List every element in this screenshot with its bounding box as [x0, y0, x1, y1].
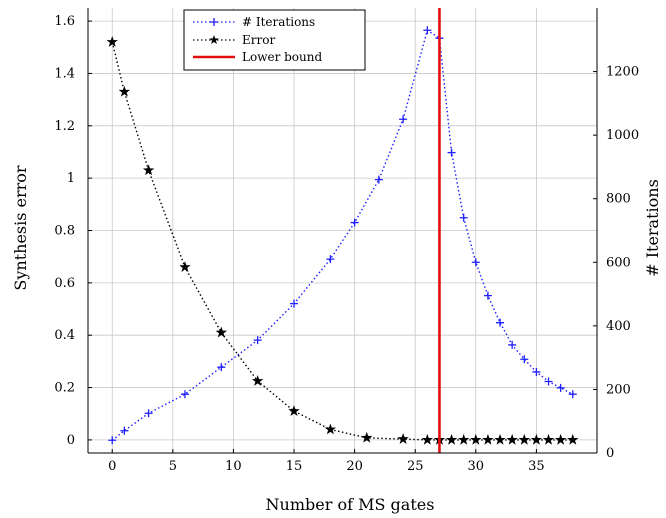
y-left-tick-label: 0.6 — [54, 276, 75, 291]
legend-label-lower-bound: Lower bound — [242, 50, 322, 64]
data-point-iterations — [399, 115, 408, 124]
data-point-error — [494, 433, 506, 445]
data-point-error — [179, 261, 191, 272]
x-tick-label: 35 — [528, 459, 545, 474]
y-right-tick-label: 600 — [606, 255, 631, 270]
data-point-error — [361, 431, 373, 443]
y-left-tick-label: 1 — [67, 171, 75, 186]
legend-entry-iterations: # Iterations — [193, 15, 315, 29]
data-point-iterations — [447, 148, 456, 157]
series-line-error — [111, 41, 573, 441]
legend-entry-lower-bound: Lower bound — [193, 50, 322, 64]
y-left-tick-label: 1.2 — [54, 119, 75, 134]
x-tick-label: 5 — [169, 459, 177, 474]
x-axis-title: Number of MS gates — [266, 495, 435, 514]
data-point-error — [251, 375, 264, 386]
y-left-tick-label: 1.4 — [54, 66, 75, 81]
x-tick-label: 20 — [346, 459, 363, 474]
x-tick-label: 0 — [108, 459, 116, 474]
y-right-tick-label: 1000 — [606, 128, 639, 143]
data-point-error — [506, 433, 518, 445]
data-point-iterations — [496, 318, 505, 327]
data-point-iterations — [217, 363, 226, 372]
data-point-iterations — [326, 255, 335, 264]
data-point-error — [142, 164, 155, 176]
data-point-iterations — [568, 390, 577, 399]
data-point-iterations — [290, 299, 299, 308]
data-point-error — [118, 85, 131, 97]
data-point-error — [542, 433, 555, 445]
y-axis-left-title: Synthesis error — [11, 165, 30, 291]
data-point-error — [470, 433, 482, 445]
data-point-error — [482, 433, 494, 445]
data-point-error — [421, 433, 434, 445]
data-point-iterations — [532, 367, 541, 376]
data-point-iterations — [471, 258, 480, 267]
y-left-tick-label: 0.8 — [54, 224, 75, 239]
data-point-error — [530, 433, 543, 445]
data-point-error — [324, 423, 337, 435]
data-point-error — [518, 433, 530, 445]
y-right-tick-label: 1200 — [606, 65, 639, 80]
series-layer — [106, 8, 579, 453]
data-point-error — [457, 433, 470, 445]
data-point-iterations — [483, 291, 492, 300]
y-right-tick-label: 0 — [606, 446, 614, 461]
x-tick-label: 30 — [468, 459, 485, 474]
data-point-iterations — [144, 409, 153, 418]
data-point-error — [445, 433, 458, 445]
legend-entry-error: Error — [193, 33, 275, 47]
y-left-tick-label: 1.6 — [54, 14, 75, 29]
data-point-iterations — [120, 426, 129, 435]
y-right-tick-label: 400 — [606, 319, 631, 334]
axes — [87, 8, 598, 454]
tick-labels: 0 5 10 15 20 25 30 35 0 0.2 0.4 0.6 0.8 1 1.2 1.4 1.6 0 20… — [54, 14, 639, 474]
data-point-iterations — [459, 213, 468, 222]
data-point-iterations — [374, 175, 383, 184]
y-left-tick-label: 0.2 — [54, 381, 75, 396]
y-right-tick-label: 200 — [606, 382, 631, 397]
grid — [88, 8, 597, 453]
y-right-tick-label: 800 — [606, 192, 631, 207]
data-point-error — [397, 433, 409, 444]
data-point-iterations — [253, 336, 262, 345]
x-tick-label: 15 — [286, 459, 303, 474]
data-point-iterations — [180, 390, 189, 399]
legend-label-error: Error — [242, 33, 275, 47]
data-point-error — [215, 326, 228, 338]
y-left-tick-label: 0 — [67, 433, 75, 448]
data-point-error — [554, 433, 567, 445]
legend-star-icon — [209, 35, 219, 45]
data-point-iterations — [556, 383, 565, 392]
series-line-iterations — [111, 29, 574, 441]
data-point-iterations — [508, 340, 517, 349]
data-point-iterations — [520, 355, 529, 364]
data-point-iterations — [350, 218, 359, 227]
data-point-error — [288, 405, 300, 416]
legend-label-iterations: # Iterations — [242, 15, 315, 29]
legend: # Iterations Error Lower bound — [183, 9, 366, 71]
data-point-error — [567, 433, 579, 445]
x-tick-label: 25 — [407, 459, 424, 474]
data-point-iterations — [108, 436, 117, 445]
data-point-error — [106, 36, 118, 47]
data-point-iterations — [544, 377, 553, 386]
x-tick-label: 10 — [225, 459, 242, 474]
data-point-iterations — [423, 26, 432, 35]
y-left-tick-label: 0.4 — [54, 328, 75, 343]
legend-plus-icon — [210, 18, 218, 26]
y-axis-right-title: # Iterations — [643, 179, 662, 277]
